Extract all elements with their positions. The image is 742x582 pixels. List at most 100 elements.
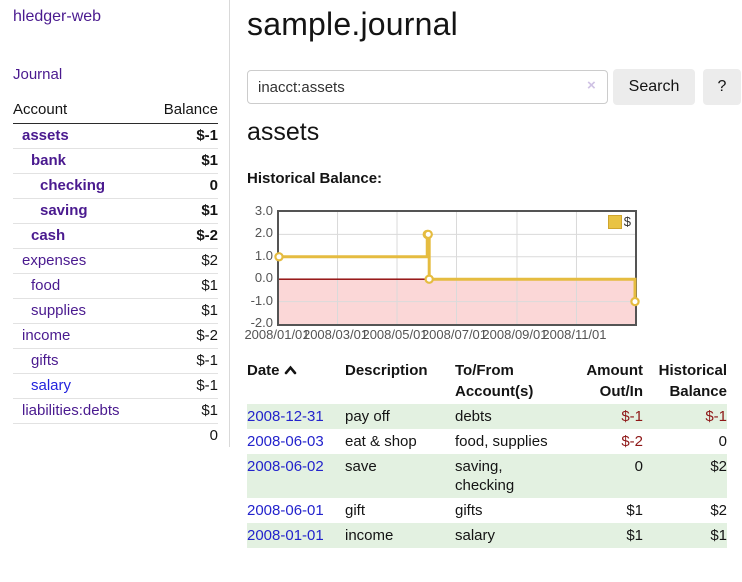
y-tick-label: -1.0 — [250, 292, 273, 308]
accounts-header-account: Account — [13, 97, 149, 124]
accounts-total-balance: 0 — [148, 423, 218, 448]
page-title: sample.journal — [247, 6, 458, 42]
app-brand-link[interactable]: hledger-web — [13, 8, 102, 25]
search-button[interactable]: Search — [613, 69, 695, 105]
account-link[interactable]: cash — [31, 227, 66, 244]
y-tick-label: 0.0 — [254, 270, 273, 286]
chart-plot-area[interactable]: $ — [274, 210, 640, 326]
x-tick-label: 2008/03/01 — [302, 327, 369, 342]
register-date-cell: 2008-06-03 — [247, 429, 345, 454]
register-balance-cell: $2 — [710, 502, 727, 519]
transaction-date-link[interactable]: 2008-06-02 — [247, 458, 324, 475]
chart-section-label: Historical Balance: — [247, 170, 383, 187]
register-header-description: Description — [345, 362, 428, 379]
account-link[interactable]: food — [31, 277, 61, 294]
account-link[interactable]: bank — [31, 152, 67, 169]
account-balance: $-1 — [148, 373, 218, 399]
help-button[interactable]: ? — [703, 69, 741, 105]
register-amount-cell: $-1 — [560, 404, 643, 429]
register-description-cell: save — [345, 454, 455, 498]
account-link[interactable]: checking — [40, 177, 106, 194]
account-balance: $1 — [148, 298, 218, 324]
account-link[interactable]: expenses — [22, 252, 87, 269]
register-header-date[interactable]: Date — [247, 358, 345, 404]
account-row: salary $-1 — [13, 373, 218, 399]
register-description-cell: pay off — [345, 404, 455, 429]
register-balance-cell: 0 — [718, 433, 727, 450]
accounts-total-row: 0 — [13, 423, 218, 448]
register-accounts-cell: salary — [455, 523, 560, 548]
account-link[interactable]: salary — [31, 377, 72, 394]
account-row: supplies $1 — [13, 298, 218, 324]
register-date-cell: 2008-06-01 — [247, 498, 345, 523]
search-input[interactable] — [247, 70, 608, 104]
accounts-total-spacer — [13, 423, 149, 448]
register-balance-cell: $1 — [643, 523, 727, 548]
register-description-cell: eat & shop — [345, 433, 417, 450]
chart-canvas — [274, 212, 640, 324]
account-row: income $-2 — [13, 323, 218, 349]
sidebar-item-journal[interactable]: Journal — [13, 66, 63, 83]
account-link[interactable]: assets — [22, 127, 69, 144]
register-accounts-cell: gifts — [455, 502, 483, 519]
account-row: assets $-1 — [13, 123, 218, 149]
register-amount-cell: 0 — [560, 454, 643, 498]
x-tick-label: 2008/05/01 — [362, 327, 428, 342]
account-link[interactable]: gifts — [31, 352, 59, 369]
register-accounts-cell: saving, checking — [455, 454, 560, 498]
account-row: checking 0 — [13, 173, 218, 199]
account-balance: $1 — [148, 273, 218, 299]
x-tick-label: 2008/11/01 — [542, 327, 607, 342]
transaction-date-link[interactable]: 2008-06-03 — [247, 433, 324, 450]
accounts-header-balance: Balance — [148, 97, 218, 124]
account-balance: $2 — [148, 248, 218, 274]
register-date-cell: 2008-12-31 — [247, 404, 345, 429]
account-link[interactable]: supplies — [31, 302, 87, 319]
account-balance: 0 — [148, 173, 218, 199]
account-balance: $-1 — [148, 348, 218, 374]
register-accounts-cell: debts — [455, 404, 560, 429]
transaction-date-link[interactable]: 2008-01-01 — [247, 527, 324, 544]
transaction-date-link[interactable]: 2008-06-01 — [247, 502, 324, 519]
account-balance: $-2 — [148, 223, 218, 249]
account-balance: $-1 — [148, 123, 218, 149]
register-amount-cell: $-2 — [621, 433, 643, 450]
x-tick-label: 2008/01/01 — [244, 327, 310, 342]
register-row: 2008-06-03 eat & shop food, supplies $-2 0 — [247, 429, 727, 454]
y-tick-label: 3.0 — [254, 203, 273, 218]
register-description-cell: income — [345, 523, 455, 548]
account-heading: assets — [247, 118, 320, 146]
register-date-cell: 2008-06-02 — [247, 454, 345, 498]
account-link[interactable]: saving — [40, 202, 88, 219]
data-point-marker — [424, 274, 434, 284]
register-table: Date Description To/From Account(s) Amou… — [247, 358, 727, 548]
chevron-up-icon — [284, 360, 297, 381]
accounts-table: Account Balance assets $-1 bank $1 checking 0… — [13, 97, 218, 448]
register-balance-cell: $2 — [643, 454, 727, 498]
account-link[interactable]: income — [22, 327, 71, 344]
account-row: cash $-2 — [13, 223, 218, 249]
historical-balance-chart: 3.0 2.0 1.0 0.0 -1.0 -2.0 $ 2008/01/01 2008/03… — [244, 203, 687, 345]
account-link[interactable]: liabilities:debts — [22, 402, 120, 419]
search-bar: × Search ? — [247, 69, 742, 105]
register-row: 2008-06-02 save saving, checking 0 $2 — [247, 454, 727, 498]
legend-swatch-icon — [607, 214, 622, 229]
clear-search-icon[interactable]: × — [587, 77, 596, 94]
register-description-cell: gift — [345, 502, 366, 519]
register-row: 2008-06-01 gift gifts $1 $2 — [247, 498, 727, 523]
y-tick-label: 1.0 — [254, 247, 273, 263]
register-header-accounts: To/From Account(s) — [455, 362, 534, 400]
account-row: liabilities:debts $1 — [13, 398, 218, 424]
register-header-balance: Historical Balance — [658, 362, 727, 400]
y-tick-label: 2.0 — [254, 225, 273, 241]
register-balance-cell: $-1 — [643, 404, 727, 429]
register-header-row: Date Description To/From Account(s) Amou… — [247, 358, 727, 404]
account-row: bank $1 — [13, 148, 218, 174]
account-row: gifts $-1 — [13, 348, 218, 374]
account-balance: $-2 — [148, 323, 218, 349]
main-area: sample.journal × Search ? assets Histori… — [244, 0, 742, 548]
register-header-amount: Amount Out/In — [586, 362, 643, 400]
x-tick-label: 2008/07/01 — [421, 327, 488, 342]
sidebar: hledger-web Journal Account Balance asse… — [0, 0, 230, 448]
transaction-date-link[interactable]: 2008-12-31 — [247, 408, 324, 425]
